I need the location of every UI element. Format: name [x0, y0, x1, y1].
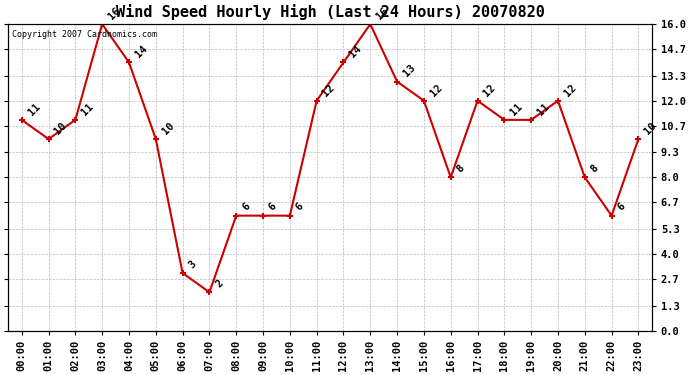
Text: 6: 6: [615, 201, 627, 213]
Text: 16: 16: [375, 5, 391, 21]
Text: 10: 10: [642, 120, 658, 136]
Text: 8: 8: [589, 163, 600, 174]
Text: 11: 11: [509, 101, 524, 117]
Text: 8: 8: [455, 163, 466, 174]
Title: Wind Speed Hourly High (Last 24 Hours) 20070820: Wind Speed Hourly High (Last 24 Hours) 2…: [116, 4, 544, 20]
Text: 14: 14: [133, 44, 149, 60]
Text: 10: 10: [160, 120, 176, 136]
Text: 11: 11: [79, 101, 95, 117]
Text: 12: 12: [321, 82, 337, 98]
Text: 11: 11: [535, 101, 551, 117]
Text: 16: 16: [106, 5, 122, 21]
Text: 13: 13: [402, 63, 417, 79]
Text: 10: 10: [52, 120, 68, 136]
Text: 12: 12: [482, 82, 497, 98]
Text: 12: 12: [562, 82, 578, 98]
Text: Copyright 2007 Cardnomics.com: Copyright 2007 Cardnomics.com: [12, 30, 157, 39]
Text: 14: 14: [348, 44, 364, 60]
Text: 6: 6: [240, 201, 252, 213]
Text: 6: 6: [294, 201, 306, 213]
Text: 11: 11: [26, 101, 42, 117]
Text: 6: 6: [267, 201, 279, 213]
Text: 2: 2: [214, 278, 225, 290]
Text: 3: 3: [187, 259, 198, 270]
Text: 12: 12: [428, 82, 444, 98]
